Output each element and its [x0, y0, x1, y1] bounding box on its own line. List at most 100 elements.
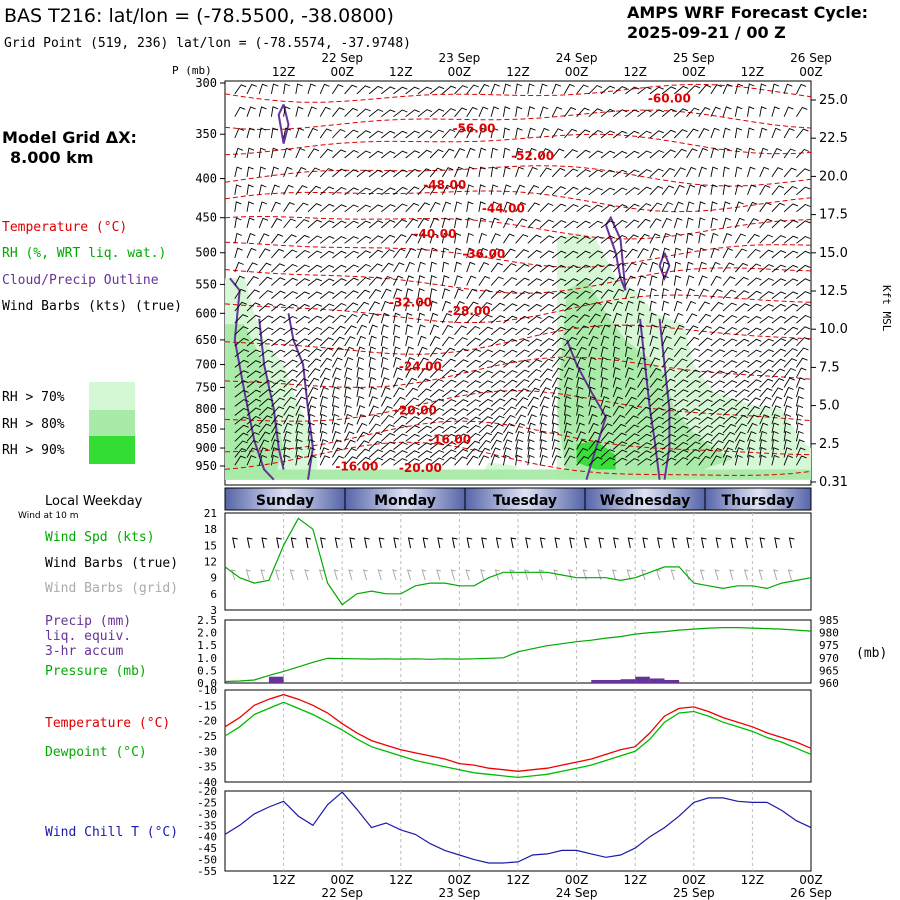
wind-barb	[393, 396, 406, 407]
wind-barb	[686, 184, 696, 195]
wind-barb	[759, 264, 774, 273]
wind-barb	[783, 386, 794, 398]
wind-barb	[747, 147, 755, 159]
wind-barb	[576, 404, 584, 416]
wind-barb	[502, 106, 511, 117]
wind-barb	[331, 404, 340, 416]
wind-barb	[490, 217, 500, 229]
wind-barb	[246, 314, 261, 324]
wind-barb	[380, 262, 394, 273]
wind-barb	[527, 264, 542, 273]
wind-barb	[454, 369, 469, 378]
wind-barb	[368, 405, 379, 416]
wind-barb	[381, 86, 396, 95]
wind-barb	[759, 106, 767, 117]
wind-barb	[576, 422, 585, 434]
grid-barb	[641, 569, 647, 581]
wind-barb	[698, 288, 709, 299]
wind-barb	[234, 432, 249, 442]
wind-barb	[515, 414, 527, 425]
wind-barb	[637, 425, 652, 434]
wind-barb	[319, 291, 335, 299]
wind-barb	[515, 277, 530, 286]
wind-barb	[417, 218, 429, 229]
kft-tick-label: 22.5	[819, 131, 848, 146]
grid-barb	[245, 569, 251, 581]
wind-barb	[576, 236, 591, 244]
wind-barb	[258, 166, 266, 177]
wind-barb	[417, 457, 432, 466]
wind-barb	[698, 325, 712, 336]
wind-barb	[527, 249, 542, 259]
wind-barb	[637, 86, 652, 95]
wind-barb	[258, 184, 267, 195]
wind-barb	[393, 248, 406, 259]
wind-barb	[283, 184, 294, 196]
wind-barb	[710, 389, 725, 398]
wind-barb	[563, 395, 572, 407]
weekday-cell	[704, 487, 812, 511]
wind-barb	[674, 408, 689, 416]
wind-barb	[600, 432, 614, 442]
wind-barb	[331, 377, 341, 388]
wind-barb	[759, 454, 767, 466]
wind-barb	[246, 398, 262, 407]
cloud-outline	[258, 318, 285, 470]
wind-barb	[551, 439, 560, 450]
wind-barb	[393, 458, 408, 466]
wind-barb	[612, 169, 628, 178]
wind-barb	[698, 440, 713, 450]
wind-barb	[686, 336, 700, 347]
wind-barb	[612, 150, 628, 159]
wind-barb	[466, 275, 477, 286]
wind-barb	[295, 315, 310, 324]
wind-barb	[539, 303, 554, 312]
wind-barb	[271, 338, 286, 347]
wind-barb	[759, 439, 767, 450]
wind-barb	[405, 109, 420, 118]
wind-barb	[686, 417, 701, 425]
wind-barb	[710, 247, 720, 259]
y-tick-label: -15	[197, 699, 217, 712]
wind-barb	[319, 357, 333, 368]
wind-barb	[637, 288, 646, 299]
wind-barb	[539, 83, 548, 95]
wind-barb	[246, 380, 261, 388]
wind-barb	[649, 457, 664, 466]
wind-barb	[405, 168, 420, 178]
grid-barb	[509, 569, 515, 581]
wind-barb	[625, 262, 637, 273]
wind-barb	[429, 149, 444, 159]
wind-barb	[234, 389, 249, 398]
grid-barb	[450, 569, 456, 581]
wind-barb	[551, 347, 566, 358]
weekday-label: Sunday	[256, 493, 314, 509]
wind-barb	[295, 422, 304, 434]
kft-tick-label: 2.5	[819, 437, 840, 452]
wind-barb	[686, 217, 694, 228]
wind-barb	[478, 247, 488, 259]
wind-barb	[686, 313, 698, 324]
wind-barb	[503, 290, 518, 299]
wind-barb	[637, 324, 645, 335]
true-barb	[744, 537, 751, 549]
wind-barb	[551, 337, 566, 347]
wind-barb	[527, 338, 542, 347]
wind-barb	[600, 220, 616, 229]
wind-barb	[466, 432, 481, 442]
wind-barb	[674, 425, 689, 434]
wind-barb	[747, 201, 758, 213]
bottom-hour-label: 00Z	[448, 873, 472, 887]
wind-barb	[344, 107, 358, 118]
wind-barb	[307, 326, 323, 336]
wind-barb	[283, 414, 294, 425]
wind-barb	[441, 313, 452, 324]
wind-barb	[710, 407, 726, 416]
wind-barb	[270, 439, 280, 450]
wind-barb	[551, 377, 563, 388]
wind-barb	[417, 416, 433, 425]
wind-barb	[283, 430, 292, 442]
wind-barb	[625, 203, 640, 213]
wind-barb	[564, 128, 578, 139]
grid-barb	[494, 569, 500, 581]
